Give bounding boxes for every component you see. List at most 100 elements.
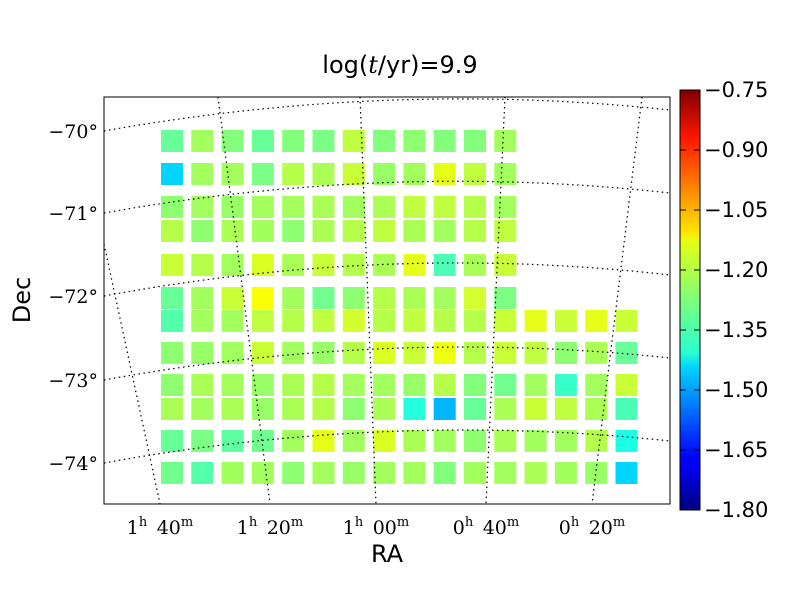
heatmap-cell: [494, 310, 517, 332]
heatmap-cell: [342, 310, 365, 332]
heatmap-cell: [464, 254, 486, 276]
heatmap-cell: [373, 462, 396, 484]
heatmap-cell: [251, 220, 274, 242]
heatmap-cell: [312, 254, 335, 276]
heatmap-cell: [251, 462, 274, 484]
heatmap-cell: [494, 287, 517, 309]
colorbar-tick-label: −0.90: [704, 138, 768, 162]
heatmap-cell: [251, 374, 274, 396]
heatmap-cell: [161, 310, 183, 332]
heatmap-cell: [433, 430, 456, 452]
dec-tick-label: −72°: [48, 286, 98, 308]
heatmap-cell: [585, 374, 608, 396]
heatmap-cell: [464, 462, 486, 484]
heatmap-cell: [282, 130, 305, 152]
heatmap-cell: [524, 430, 547, 452]
heatmap-cell: [433, 342, 456, 364]
heatmap-cell: [585, 430, 608, 452]
heatmap-cell: [342, 462, 365, 484]
heatmap-cell: [554, 430, 577, 452]
chart-title: log(t/yr)=9.9: [322, 51, 477, 79]
ra-tick-label: 1h 20m: [237, 515, 303, 539]
heatmap-cell: [221, 130, 244, 152]
heatmap-cell: [433, 163, 456, 185]
heatmap-cell: [161, 430, 183, 452]
dec-tick-labels: −70° −71° −72° −73° −74°: [48, 121, 98, 475]
grid-dec-70: [104, 98, 670, 132]
heatmap-cell: [251, 196, 274, 218]
heatmap-cell: [464, 430, 486, 452]
heatmap-cell: [282, 220, 305, 242]
heatmap-cell: [433, 130, 456, 152]
grid-dec-74: [104, 429, 670, 464]
heatmap-cell: [221, 462, 244, 484]
heatmap-cell: [342, 220, 365, 242]
heatmap-cell: [342, 130, 365, 152]
heatmap-cell: [312, 287, 335, 309]
heatmap-cell: [342, 163, 365, 185]
heatmap-cell: [221, 342, 244, 364]
heatmap-cell: [221, 374, 244, 396]
heatmap-cell: [464, 342, 486, 364]
heatmap-cell: [494, 163, 517, 185]
heatmap-cell: [282, 374, 305, 396]
heatmap-cell: [191, 342, 214, 364]
grid-dec-71: [104, 180, 670, 214]
heatmap-cell: [464, 287, 486, 309]
heatmap-cell: [373, 310, 396, 332]
heatmap-cell: [373, 163, 396, 185]
heatmap-cell: [161, 254, 183, 276]
colorbar-tick-label: −1.05: [704, 198, 768, 222]
ra-tick-label: 0h 40m: [453, 515, 519, 539]
heatmap-cell: [251, 287, 274, 309]
heatmap-cell: [312, 342, 335, 364]
ra-tick-label: 1h 00m: [343, 515, 409, 539]
heatmap-cell: [615, 430, 638, 452]
heatmap-cell: [342, 430, 365, 452]
heatmap-cell: [433, 398, 456, 420]
grid-ra-1: [217, 97, 271, 504]
heatmap-cell: [373, 254, 396, 276]
heatmap-cell: [615, 342, 638, 364]
heatmap-cell: [433, 196, 456, 218]
heatmap-cell: [251, 163, 274, 185]
heatmap-cell: [282, 398, 305, 420]
heatmap-cell: [312, 398, 335, 420]
heatmap-cell: [282, 430, 305, 452]
heatmap-cell: [403, 374, 426, 396]
heatmap-cell: [403, 130, 426, 152]
heatmap-cell: [312, 374, 335, 396]
heatmap-cell: [191, 196, 214, 218]
heatmap-cell: [585, 310, 608, 332]
dec-tick-label: −70°: [48, 121, 98, 143]
heatmap-cell: [373, 374, 396, 396]
heatmap-cell: [221, 430, 244, 452]
heatmap-cell: [191, 254, 214, 276]
coordinate-grid: [104, 97, 670, 504]
heatmap-cell: [403, 196, 426, 218]
heatmap-cell: [373, 287, 396, 309]
heatmap-cell: [282, 310, 305, 332]
heatmap-cell: [191, 310, 214, 332]
heatmap-cell: [221, 254, 244, 276]
heatmap-cell: [464, 220, 486, 242]
heatmap-cell: [221, 287, 244, 309]
heatmap-cell: [494, 220, 517, 242]
heatmap-cell: [282, 163, 305, 185]
heatmap-cell: [282, 196, 305, 218]
heatmap-cell: [373, 398, 396, 420]
heatmap-cell: [282, 342, 305, 364]
heatmap-cell: [494, 342, 517, 364]
heatmap-cell: [161, 342, 183, 364]
heatmap-cell: [312, 196, 335, 218]
heatmap-cell: [403, 342, 426, 364]
heatmap-cell: [403, 310, 426, 332]
colorbar-tick-label: −1.35: [704, 318, 768, 342]
heatmap-cell: [373, 342, 396, 364]
heatmap-cell: [494, 462, 517, 484]
heatmap-cell: [433, 310, 456, 332]
heatmap-cell: [524, 462, 547, 484]
heatmap-cell: [494, 130, 517, 152]
heatmap-cell: [342, 254, 365, 276]
heatmap-cell: [282, 287, 305, 309]
